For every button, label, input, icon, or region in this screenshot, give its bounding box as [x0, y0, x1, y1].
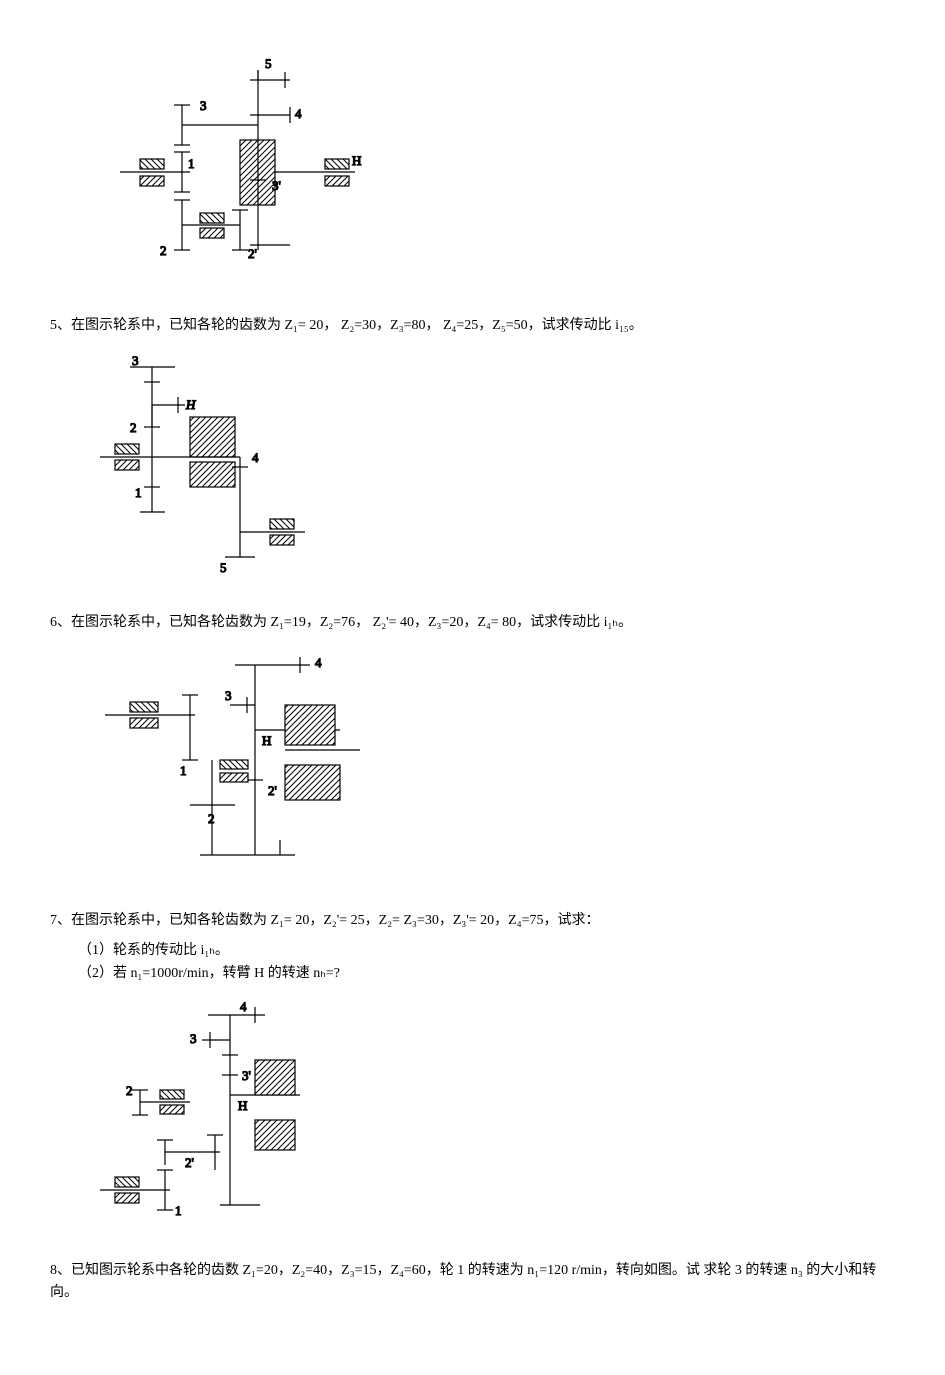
label-5: 5 — [220, 560, 227, 575]
problem-5: 5、在图示轮系中，已知各轮的齿数为 Z₁= 20， Z₂=30，Z₃=80， Z… — [50, 315, 895, 582]
label-3: 3 — [190, 1031, 197, 1046]
label-2: 2 — [126, 1083, 133, 1098]
label-2: 2 — [160, 243, 167, 258]
diagram-6: 1 2 3 4 H — [90, 645, 895, 880]
label-1: 1 — [175, 1203, 182, 1218]
label-2p: 2' — [185, 1155, 194, 1170]
label-H: H — [238, 1098, 247, 1113]
label-4: 4 — [315, 655, 322, 670]
problem-6: 6、在图示轮系中，已知各轮齿数为 Z₁=19，Z₂=76， Z₂'= 40，Z₃… — [50, 612, 895, 879]
label-H: H — [262, 733, 271, 748]
label-2p: 2' — [248, 246, 257, 261]
diagram-7: 1 2' 2 3 — [90, 995, 895, 1230]
label-3p: 3' — [242, 1068, 251, 1083]
label-H: H — [352, 153, 361, 168]
label-3: 3 — [132, 353, 139, 368]
problem-7-sub1: （1）轮系的传动比 i₁ₕ。 — [78, 940, 895, 962]
label-3: 3 — [200, 98, 207, 113]
problem-8-text: 8、已知图示轮系中各轮的齿数 Z₁=20，Z₂=40，Z₃=15，Z₄=60，轮… — [50, 1260, 895, 1305]
problem-7-sub2: （2）若 n₁=1000r/min，转臂 H 的转速 nₕ=? — [78, 963, 895, 985]
problem-8: 8、已知图示轮系中各轮的齿数 Z₁=20，Z₂=40，Z₃=15，Z₄=60，轮… — [50, 1260, 895, 1305]
problem-5-text: 5、在图示轮系中，已知各轮的齿数为 Z₁= 20， Z₂=30，Z₃=80， Z… — [50, 315, 895, 337]
label-1: 1 — [135, 485, 142, 500]
label-3: 3 — [225, 688, 232, 703]
label-4: 4 — [252, 450, 259, 465]
label-3p: 3' — [272, 178, 281, 193]
diagram-5: 1 2 H 3 — [90, 347, 895, 582]
problem-6-text: 6、在图示轮系中，已知各轮齿数为 Z₁=19，Z₂=76， Z₂'= 40，Z₃… — [50, 612, 895, 634]
label-5: 5 — [265, 56, 272, 71]
label-1: 1 — [180, 763, 187, 778]
label-4: 4 — [295, 106, 302, 121]
label-2: 2 — [130, 420, 137, 435]
label-H: H — [185, 397, 196, 412]
label-2p: 2' — [268, 783, 277, 798]
problem-7-text: 7、在图示轮系中，已知各轮齿数为 Z₁= 20，Z₂'= 25，Z₂= Z₃=3… — [50, 910, 895, 932]
label-1: 1 — [188, 156, 195, 171]
label-4: 4 — [240, 999, 247, 1014]
label-2: 2 — [208, 811, 215, 826]
problem-4: H 1 — [50, 50, 895, 285]
diagram-4: H 1 — [90, 50, 895, 285]
problem-7: 7、在图示轮系中，已知各轮齿数为 Z₁= 20，Z₂'= 25，Z₂= Z₃=3… — [50, 910, 895, 1230]
